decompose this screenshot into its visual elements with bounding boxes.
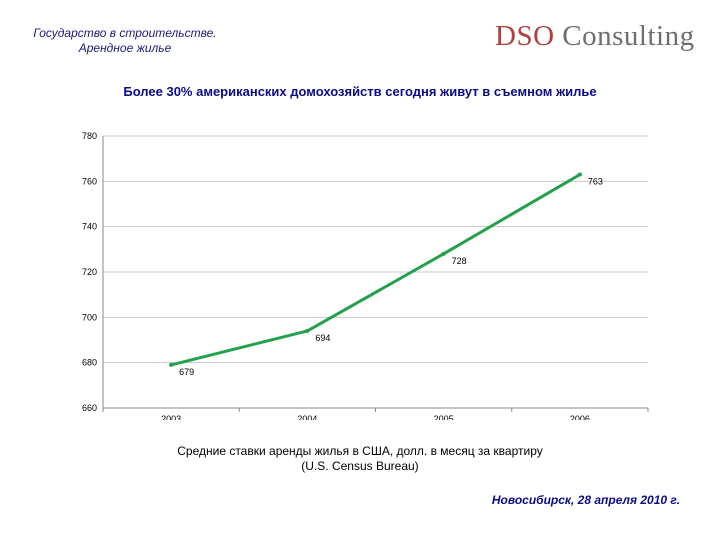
x-tick-label: 2005: [434, 414, 454, 420]
data-point: [305, 328, 310, 333]
x-tick-label: 2003: [161, 414, 181, 420]
caption-line2: (U.S. Census Bureau): [301, 459, 419, 473]
series-line-0: [170, 173, 581, 367]
header-title-line1: Государство в строительстве.: [33, 26, 217, 40]
x-tick-label: 2004: [297, 414, 317, 420]
footer-date: Новосибирск, 28 апреля 2010 г.: [491, 493, 680, 507]
y-tick-label: 740: [82, 222, 97, 232]
data-label: 763: [588, 177, 603, 187]
y-tick-label: 680: [82, 358, 97, 368]
chart-caption: Средние ставки аренды жилья в США, долл.…: [110, 444, 610, 474]
header-title-line2: Арендное жилье: [78, 41, 172, 55]
y-tick-label: 780: [82, 131, 97, 141]
y-tick-label: 700: [82, 312, 97, 322]
logo-consulting: Consulting: [562, 20, 695, 52]
data-label: 694: [315, 333, 330, 343]
y-tick-label: 760: [82, 176, 97, 186]
caption-line1: Средние ставки аренды жилья в США, долл.…: [177, 444, 543, 458]
x-tick-label: 2006: [570, 414, 590, 420]
line-chart: 660 680 700 720 740 760 780 2003 2004 2005 2006 679…: [82, 131, 649, 420]
logo-dso: DSO: [495, 20, 555, 52]
chart-title: Более 30% американских домохозяйств сего…: [123, 84, 597, 99]
y-tick-label: 720: [82, 267, 97, 277]
data-point: [169, 362, 174, 367]
data-label: 728: [452, 256, 467, 266]
y-tick-label: 660: [82, 403, 97, 413]
company-logo: DSO Consulting: [495, 20, 695, 53]
data-point: [577, 172, 582, 177]
data-point: [441, 251, 446, 256]
header-title: Государство в строительстве. Арендное жи…: [20, 26, 230, 56]
data-label: 679: [179, 367, 194, 377]
